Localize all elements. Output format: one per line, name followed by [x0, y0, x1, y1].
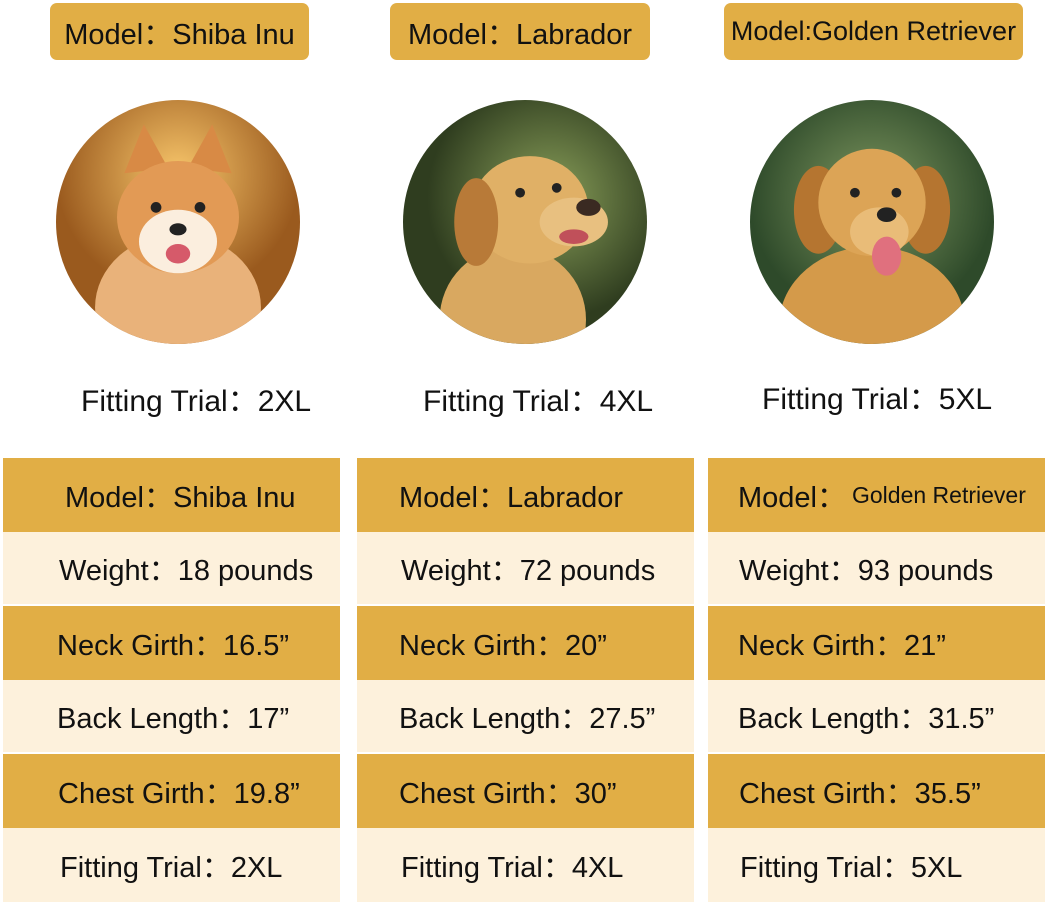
weight-row: Weight：93 pounds [708, 532, 1045, 604]
model-value: Golden Retriever [852, 481, 1026, 508]
fitting-trial-label-shiba: Fitting Trial：2XL [81, 385, 312, 418]
model-badge-shiba: Model：Shiba Inu [50, 3, 309, 60]
model-badge-golden: Model:Golden Retriever [724, 3, 1023, 60]
weight-row: Weight：72 pounds [357, 532, 694, 604]
neck-girth-row: Neck Girth：20” [357, 606, 694, 680]
chest-girth-row: Chest Girth：19.8” [3, 754, 340, 828]
chest-girth-row: Chest Girth：30” [357, 754, 694, 828]
model-row: Model： Golden Retriever [708, 458, 1045, 532]
model-row: Model：Labrador [357, 458, 694, 532]
model-row: Model：Shiba Inu [3, 458, 340, 532]
back-length-row: Back Length：31.5” [708, 680, 1045, 752]
shiba-inu-photo [56, 100, 300, 344]
size-table-golden: Model： Golden Retriever Weight：93 pounds … [708, 458, 1045, 902]
labrador-photo [403, 100, 647, 344]
fitting-trial-label-golden: Fitting Trial：5XL [762, 383, 993, 416]
fitting-trial-row: Fitting Trial：5XL [708, 828, 1045, 902]
weight-row: Weight：18 pounds [3, 532, 340, 604]
fitting-trial-label-labrador: Fitting Trial：4XL [423, 385, 654, 418]
chest-girth-row: Chest Girth：35.5” [708, 754, 1045, 828]
fitting-trial-row: Fitting Trial：2XL [3, 828, 340, 902]
back-length-row: Back Length：17” [3, 680, 340, 752]
size-table-labrador: Model：Labrador Weight：72 pounds Neck Gir… [357, 458, 694, 902]
golden-retriever-photo [750, 100, 994, 344]
fitting-trial-row: Fitting Trial：4XL [357, 828, 694, 902]
size-table-shiba: Model：Shiba Inu Weight：18 pounds Neck Gi… [3, 458, 340, 902]
neck-girth-row: Neck Girth：21” [708, 606, 1045, 680]
neck-girth-row: Neck Girth：16.5” [3, 606, 340, 680]
back-length-row: Back Length：27.5” [357, 680, 694, 752]
model-label: Model： [738, 482, 846, 514]
model-badge-labrador: Model：Labrador [390, 3, 650, 60]
